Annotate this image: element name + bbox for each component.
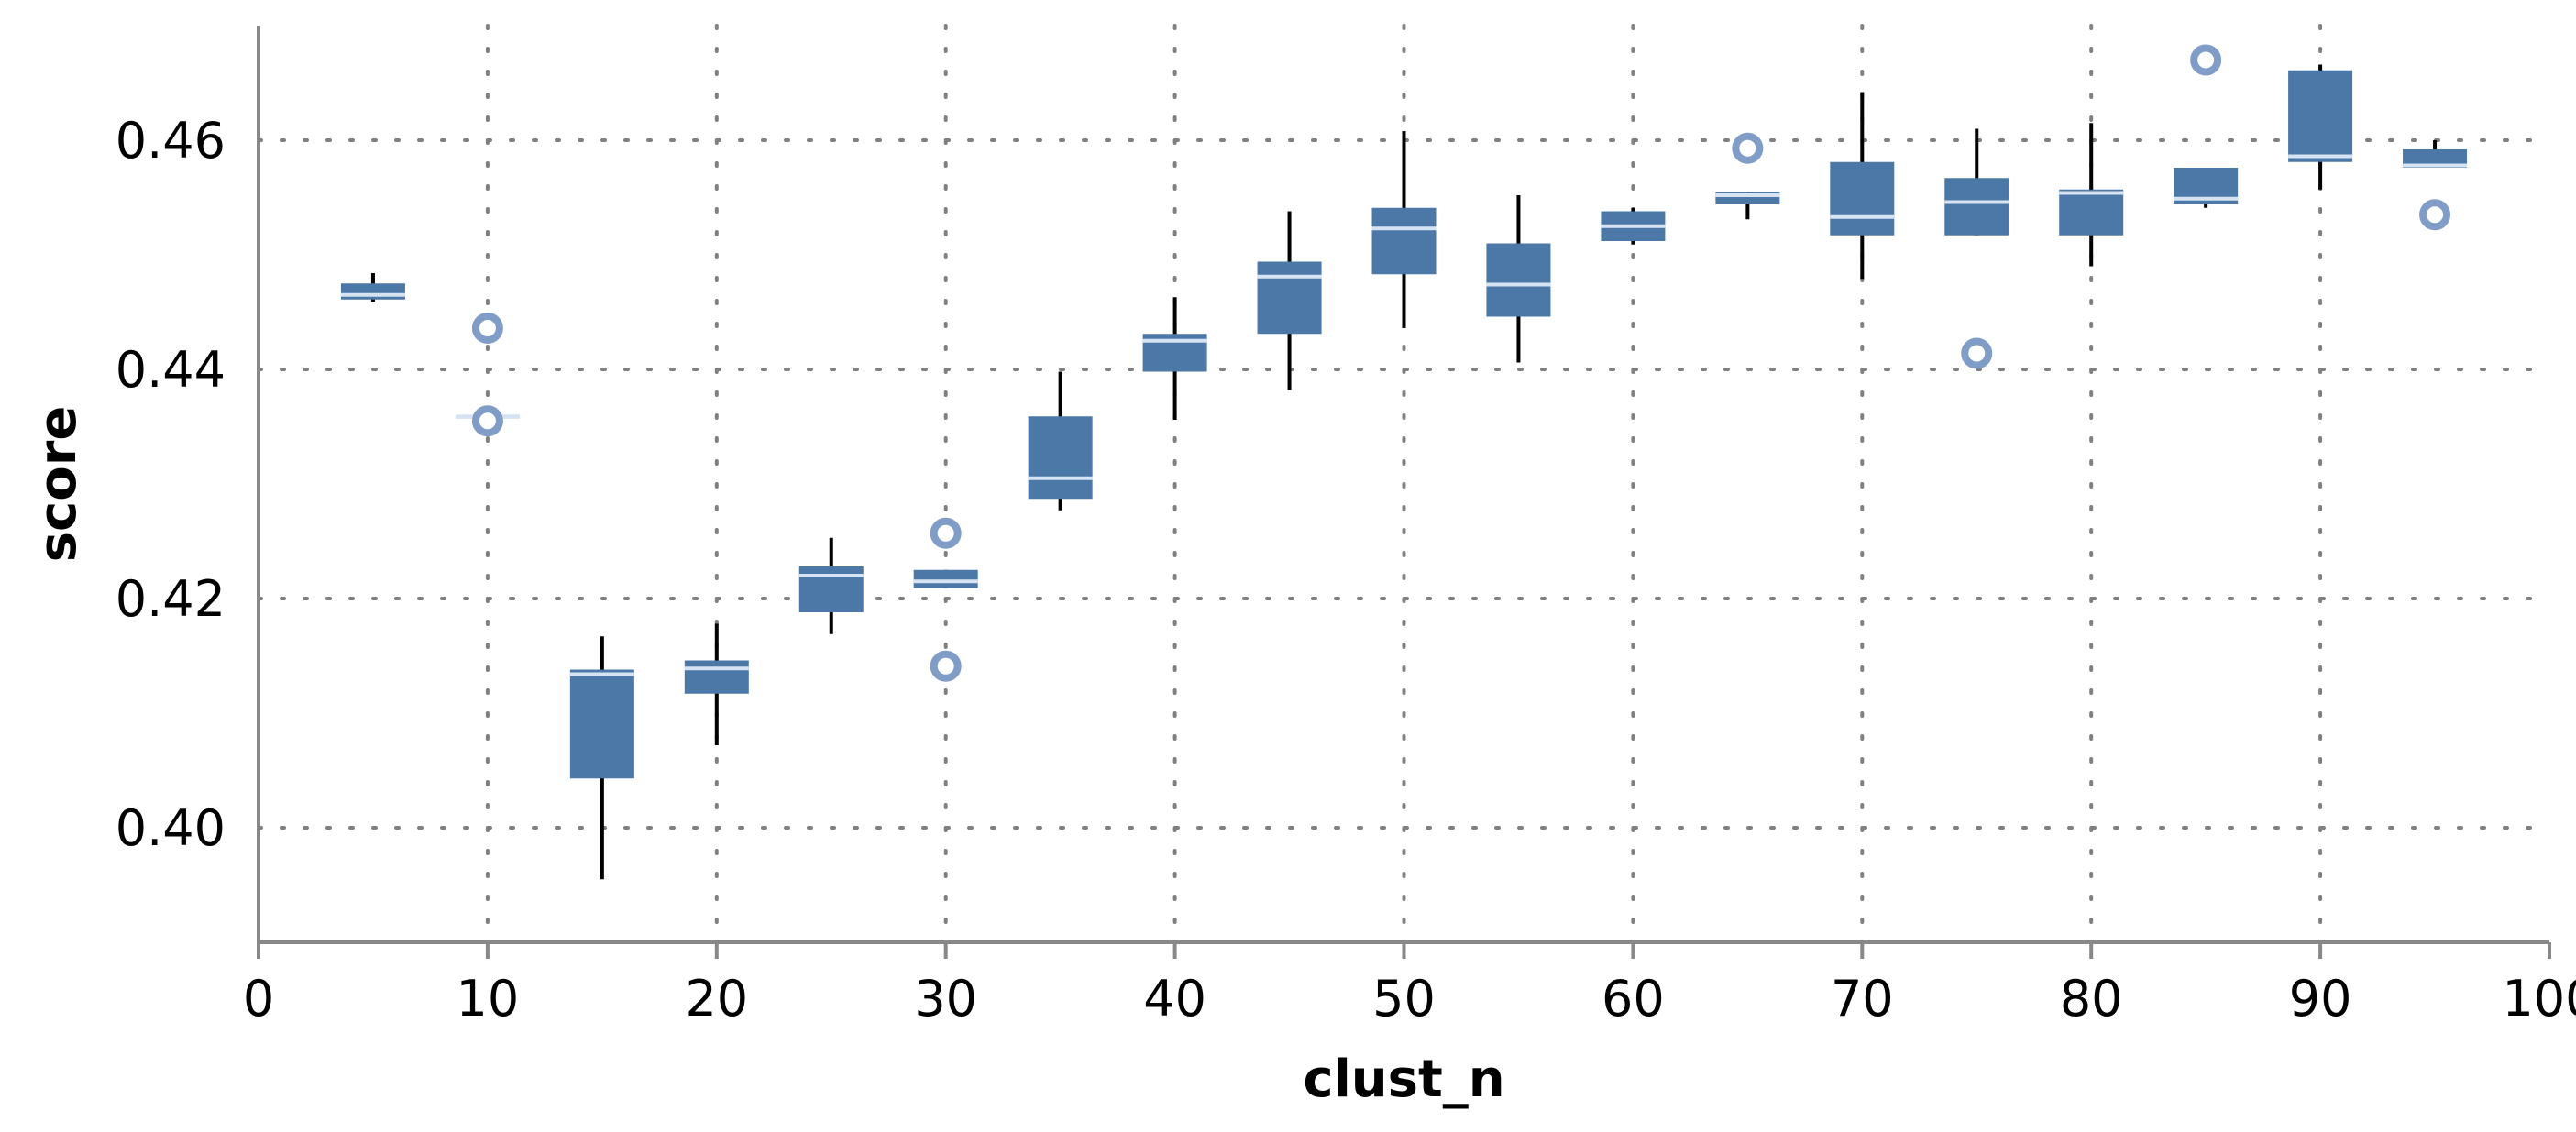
y-tick-label-0.42: 0.42	[116, 570, 226, 628]
outlier-point-10-0	[471, 313, 503, 344]
outlier-point-10-1	[471, 405, 503, 437]
title-layer: clust_n score	[28, 406, 1505, 1109]
x-tick-label-0: 0	[243, 970, 274, 1028]
iqr-box-75	[1944, 178, 2009, 236]
x-tick-label-30: 30	[914, 970, 977, 1028]
box-group-35	[1028, 371, 1093, 511]
box-group-20	[684, 623, 749, 745]
box-group-75	[1944, 128, 2009, 369]
box-group-95	[2403, 140, 2468, 231]
box-group-65	[1715, 132, 1780, 220]
box-group-80	[2059, 123, 2124, 267]
iqr-box-55	[1486, 243, 1551, 317]
x-tick-label-40: 40	[1143, 970, 1206, 1028]
y-tick-label-0.44: 0.44	[116, 341, 226, 399]
x-tick-label-60: 60	[1602, 970, 1665, 1028]
box-group-40	[1142, 297, 1207, 420]
box-group-90	[2288, 64, 2353, 190]
iqr-box-20	[684, 660, 749, 694]
iqr-box-25	[798, 566, 864, 612]
box-group-45	[1257, 211, 1322, 390]
iqr-box-70	[1830, 161, 1895, 236]
x-tick-label-50: 50	[1372, 970, 1436, 1028]
tick-layer: 0 10 20 30 40 50 60 70 80 90 100 0.40 0.42 0.44 0.46	[116, 112, 2576, 1028]
outlier-point-95-0	[2419, 199, 2451, 231]
iqr-box-80	[2059, 189, 2124, 236]
y-axis-title: score	[28, 406, 88, 563]
x-tick-label-80: 80	[2060, 970, 2123, 1028]
box-group-25	[798, 537, 864, 634]
iqr-box-30	[913, 569, 978, 588]
box-group-30	[913, 517, 978, 682]
x-tick-label-70: 70	[1831, 970, 1894, 1028]
y-tick-label-0.40: 0.40	[116, 799, 226, 857]
box-group-15	[569, 636, 634, 880]
box-group-50	[1371, 131, 1437, 328]
iqr-box-35	[1028, 416, 1093, 500]
iqr-box-95	[2403, 149, 2468, 168]
x-tick-label-20: 20	[685, 970, 748, 1028]
box-group-85	[2174, 44, 2239, 208]
x-axis-title: clust_n	[1303, 1050, 1504, 1109]
box-group-10	[455, 313, 520, 437]
iqr-box-5	[340, 283, 405, 300]
box-group-5	[340, 273, 405, 302]
box-group-55	[1486, 195, 1551, 363]
x-tick-label-90: 90	[2289, 970, 2352, 1028]
y-tick-label-0.46: 0.46	[116, 112, 226, 170]
iqr-box-15	[569, 669, 634, 779]
x-tick-label-100: 100	[2502, 970, 2576, 1028]
iqr-box-45	[1257, 261, 1322, 335]
box-group-60	[1601, 207, 1666, 245]
box-layer	[340, 44, 2468, 880]
outlier-point-85-0	[2190, 44, 2222, 76]
box-group-70	[1830, 92, 1895, 280]
x-tick-label-10: 10	[457, 970, 520, 1028]
iqr-box-90	[2288, 70, 2353, 162]
outlier-point-30-1	[930, 650, 962, 682]
iqr-box-50	[1371, 207, 1437, 275]
outlier-point-65-0	[1732, 132, 1764, 164]
outlier-point-30-0	[930, 517, 962, 549]
outlier-point-75-0	[1961, 337, 1993, 369]
